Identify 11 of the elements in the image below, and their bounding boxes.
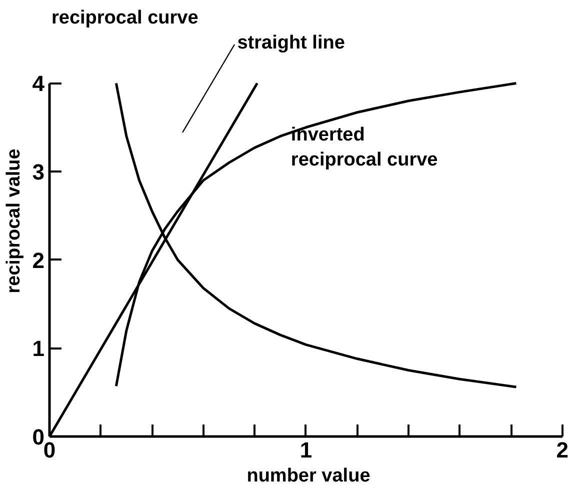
annotation: straight line	[237, 32, 345, 54]
y-tick-label: 1	[32, 336, 45, 362]
x-tick-label: 2	[556, 438, 569, 462]
y-axis-title: reciprocal value	[3, 148, 24, 294]
annotation: inverted reciprocal curve	[290, 124, 438, 170]
y-tick-label: 3	[32, 160, 45, 185]
x-axis-title: number value	[246, 466, 370, 486]
x-tick-label: 1	[300, 438, 312, 462]
text: reciprocal curve	[52, 8, 198, 28]
y-tick-label: 2	[32, 248, 45, 273]
y-tick-label: 4	[32, 71, 46, 96]
